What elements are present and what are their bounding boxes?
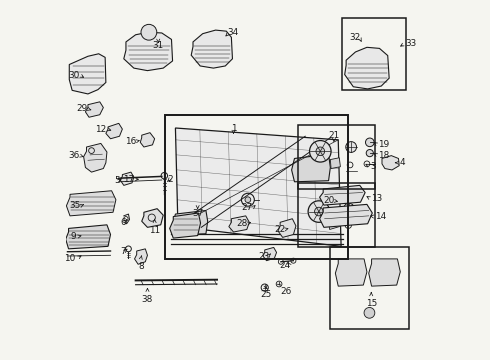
Polygon shape [135, 249, 147, 264]
Polygon shape [319, 185, 365, 205]
Polygon shape [106, 123, 122, 139]
Text: 19: 19 [378, 140, 390, 149]
Circle shape [346, 141, 357, 152]
Polygon shape [84, 143, 107, 172]
Text: 4: 4 [399, 158, 405, 167]
Text: 24: 24 [280, 261, 291, 270]
Polygon shape [140, 133, 155, 147]
Polygon shape [120, 172, 134, 185]
Text: 37: 37 [192, 210, 203, 219]
Polygon shape [382, 156, 399, 170]
Polygon shape [292, 154, 330, 182]
Text: 33: 33 [406, 39, 417, 48]
Text: 17: 17 [123, 175, 135, 184]
Text: 38: 38 [142, 296, 153, 305]
Bar [166, 116, 348, 259]
Polygon shape [263, 247, 276, 261]
Text: 10: 10 [65, 254, 76, 263]
Polygon shape [142, 209, 163, 227]
Circle shape [343, 203, 354, 214]
Polygon shape [344, 47, 389, 89]
Text: 29: 29 [76, 104, 87, 113]
Text: 8: 8 [138, 262, 144, 271]
Text: 5: 5 [114, 176, 120, 185]
Text: 28: 28 [237, 219, 248, 228]
Polygon shape [278, 219, 296, 237]
Circle shape [366, 138, 374, 147]
Polygon shape [329, 218, 339, 229]
Text: 26: 26 [280, 287, 292, 296]
Text: 20: 20 [323, 196, 335, 205]
Text: 16: 16 [125, 137, 137, 146]
Polygon shape [172, 211, 208, 235]
Text: 7: 7 [121, 247, 126, 256]
Polygon shape [191, 30, 232, 68]
Text: 22: 22 [274, 225, 285, 234]
Circle shape [316, 147, 324, 156]
Polygon shape [124, 32, 172, 71]
Text: 34: 34 [228, 28, 239, 37]
Polygon shape [170, 213, 200, 238]
Text: 25: 25 [260, 291, 271, 300]
Text: 21: 21 [328, 131, 340, 140]
Circle shape [308, 201, 330, 222]
Bar [330, 247, 409, 329]
Polygon shape [69, 54, 106, 94]
Bar [298, 126, 375, 189]
Text: 9: 9 [70, 232, 76, 241]
Circle shape [245, 197, 251, 203]
Polygon shape [330, 158, 341, 168]
Text: 13: 13 [371, 194, 383, 203]
Text: 15: 15 [366, 299, 377, 308]
Text: 35: 35 [70, 201, 81, 210]
Text: 14: 14 [375, 212, 386, 221]
Text: 36: 36 [68, 151, 79, 160]
Circle shape [141, 24, 157, 40]
Text: 12: 12 [95, 125, 106, 134]
Polygon shape [175, 128, 341, 246]
Polygon shape [319, 204, 372, 227]
Text: 32: 32 [349, 33, 361, 42]
Text: 23: 23 [258, 252, 270, 261]
Polygon shape [67, 191, 116, 216]
Polygon shape [335, 259, 367, 286]
Text: 31: 31 [152, 41, 164, 50]
Text: 3: 3 [370, 162, 376, 171]
Text: 30: 30 [68, 71, 79, 80]
Bar [342, 18, 406, 90]
Polygon shape [368, 259, 400, 286]
Text: 2: 2 [167, 175, 172, 184]
Text: 6: 6 [121, 218, 126, 227]
Polygon shape [229, 216, 249, 232]
Bar [298, 183, 375, 247]
Circle shape [310, 140, 331, 162]
Circle shape [315, 207, 323, 216]
Text: 27: 27 [242, 203, 253, 212]
Text: 11: 11 [149, 226, 160, 235]
Polygon shape [85, 102, 103, 117]
Circle shape [366, 149, 373, 157]
Polygon shape [66, 225, 111, 249]
Circle shape [364, 307, 375, 318]
Text: 1: 1 [231, 124, 236, 133]
Text: 18: 18 [378, 151, 390, 160]
